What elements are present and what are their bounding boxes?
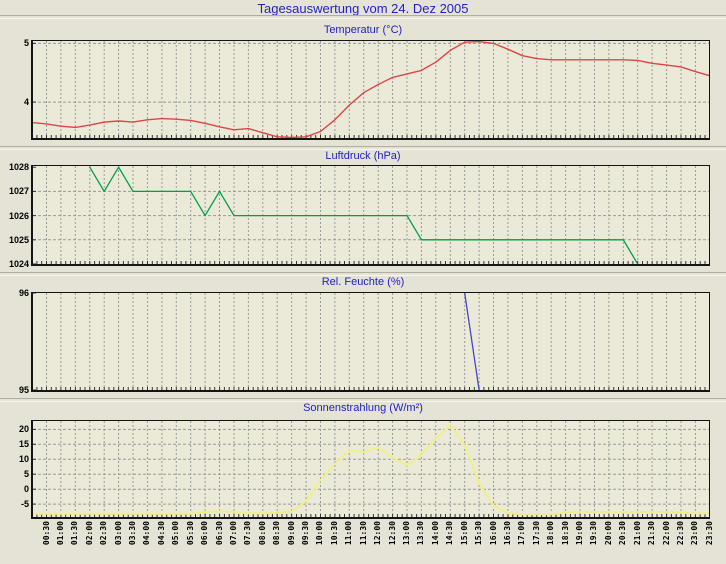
x-axis-tick-label: 07:00 <box>228 521 238 546</box>
separator <box>0 15 726 19</box>
x-axis-tick-label: 21:30 <box>647 521 657 546</box>
x-axis-tick-label: 05:00 <box>171 521 181 546</box>
y-axis-tick-label: 20 <box>18 424 29 435</box>
x-axis-tick-label: 17:30 <box>531 521 541 546</box>
y-axis-tick-label: 1025 <box>8 234 29 245</box>
y-axis-tick-label: 5 <box>23 38 29 49</box>
x-axis-tick-label: 20:30 <box>618 521 628 546</box>
x-axis-tick-label: 13:30 <box>416 521 426 546</box>
solar-chart <box>31 420 710 519</box>
y-axis-tick-label: 15 <box>18 439 29 450</box>
x-axis-tick-label: 16:30 <box>502 521 512 546</box>
temperature-series-line <box>33 41 709 138</box>
temperature-chart <box>31 40 710 140</box>
x-axis-tick-label: 18:00 <box>546 521 556 546</box>
x-axis-tick-label: 04:30 <box>156 521 166 546</box>
y-axis-tick-label: 0 <box>23 484 29 495</box>
humidity-chart <box>31 292 710 392</box>
x-axis-tick-label: 02:00 <box>84 521 94 546</box>
x-axis-tick-label: 10:00 <box>315 521 325 546</box>
x-axis-tick-label: 18:30 <box>560 521 570 546</box>
separator <box>0 146 726 150</box>
x-axis-tick-label: 22:30 <box>675 521 685 546</box>
x-axis-tick-label: 00:30 <box>41 521 51 546</box>
solar-chart-title: Sonnenstrahlung (W/m²) <box>303 402 423 414</box>
x-axis-tick-label: 16:00 <box>488 521 498 546</box>
y-axis-tick-label: 5 <box>23 469 29 480</box>
x-axis-tick-label: 20:00 <box>603 521 613 546</box>
pressure-chart-title: Luftdruck (hPa) <box>325 150 401 162</box>
x-axis-tick-label: 14:00 <box>430 521 440 546</box>
x-axis-tick-label: 11:00 <box>344 521 354 546</box>
x-axis-tick-label: 13:00 <box>402 521 411 546</box>
x-axis-tick-label: 09:30 <box>301 521 311 546</box>
x-axis-tick-label: 03:00 <box>113 521 123 546</box>
x-axis-tick-label: 01:30 <box>70 521 80 546</box>
x-axis-tick-label: 15:00 <box>459 521 469 546</box>
x-axis-tick-label: 02:30 <box>99 521 109 546</box>
x-axis-tick-label: 22:00 <box>661 521 671 546</box>
solar-series-line <box>33 423 709 516</box>
temperature-chart-title: Temperatur (°C) <box>323 24 403 36</box>
y-axis-tick-label: 1024 <box>8 259 29 269</box>
separator <box>0 398 726 402</box>
pressure-chart <box>31 165 710 266</box>
y-axis-tick-label: 10 <box>18 454 29 465</box>
x-axis-tick-label: 15:30 <box>474 521 484 546</box>
humidity-chart-title: Rel. Feuchte (%) <box>321 276 405 288</box>
y-axis-tick-label: 1027 <box>8 186 29 197</box>
x-axis-tick-label: 12:00 <box>373 521 383 546</box>
x-axis-tick-label: 06:00 <box>200 521 210 546</box>
x-axis-tick-label: 08:00 <box>257 521 267 546</box>
pressure-series-line <box>89 166 639 264</box>
y-axis-tick-label: 96 <box>18 288 29 298</box>
x-axis-tick-label: 17:00 <box>517 521 527 546</box>
x-axis-tick-label: 07:30 <box>243 521 253 546</box>
y-axis-tick-label: 95 <box>18 385 29 395</box>
x-axis-tick-label: 06:30 <box>214 521 224 546</box>
y-axis-tick-label: 1028 <box>8 162 29 173</box>
humidity-series-line <box>464 293 480 390</box>
x-axis-tick-label: 19:00 <box>575 521 585 546</box>
x-axis-tick-label: 08:30 <box>272 521 282 546</box>
x-axis-tick-label: 21:00 <box>632 521 642 546</box>
x-axis-tick-label: 05:30 <box>185 521 195 546</box>
y-axis-tick-label: -5 <box>20 499 29 510</box>
page-title: Tagesauswertung vom 24. Dez 2005 <box>257 1 469 16</box>
x-axis-tick-label: 19:30 <box>589 521 599 546</box>
x-axis-tick-label: 23:30 <box>704 521 714 546</box>
separator <box>0 272 726 276</box>
y-axis-tick-label: 4 <box>23 97 29 108</box>
x-axis-tick-label: 01:00 <box>55 521 65 546</box>
x-axis-tick-label: 14:30 <box>445 521 455 546</box>
x-axis-tick-label: 03:30 <box>128 521 138 546</box>
x-axis-tick-label: 23:00 <box>690 521 700 546</box>
x-axis-tick-label: 12:30 <box>387 521 397 546</box>
y-axis-tick-label: 1026 <box>8 210 29 221</box>
x-axis-tick-label: 11:30 <box>358 521 368 546</box>
x-axis-tick-label: 04:00 <box>142 521 152 546</box>
x-axis-tick-label: 09:00 <box>286 521 296 546</box>
x-axis-tick-label: 10:30 <box>329 521 339 546</box>
